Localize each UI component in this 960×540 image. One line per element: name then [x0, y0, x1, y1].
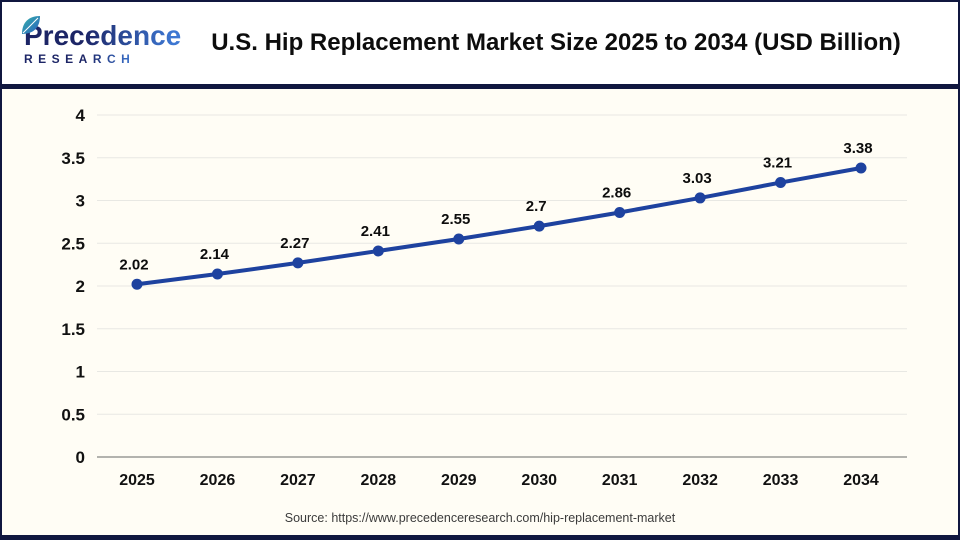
x-tick-label: 2028 — [361, 472, 397, 489]
y-tick-label: 1.5 — [61, 320, 85, 339]
logo-wordmark: Precedence — [24, 19, 182, 51]
y-tick-label: 2.5 — [61, 234, 85, 253]
y-tick-label: 1 — [76, 363, 85, 382]
data-point-label: 2.41 — [361, 223, 390, 240]
data-point-label: 3.38 — [843, 140, 872, 157]
series-line — [135, 166, 863, 287]
x-tick-label: 2031 — [602, 472, 638, 489]
y-tick-label: 3 — [76, 192, 85, 211]
chart-canvas: 0 0.5 1 1.5 2 2.5 3 3.5 4 2025 2026 2027 2028 2029 203… — [61, 106, 907, 489]
title-wrap: U.S. Hip Replacement Market Size 2025 to… — [184, 29, 958, 57]
bottom-rule — [2, 535, 958, 538]
line-chart: 0 0.5 1 1.5 2 2.5 3 3.5 4 2025 2026 2027 2028 2029 203… — [2, 89, 958, 509]
data-point-label: 3.21 — [763, 155, 792, 172]
data-point-marker — [775, 177, 787, 189]
precedence-research-logo: Precedence RESEARCH — [22, 15, 184, 66]
x-tick-label: 2033 — [763, 472, 799, 489]
leaf-icon — [22, 15, 40, 34]
data-point-label: 3.03 — [683, 170, 712, 187]
x-tick-label: 2030 — [521, 472, 557, 489]
x-tick-label: 2034 — [843, 472, 879, 489]
data-point-marker — [855, 162, 867, 174]
data-point-label: 2.86 — [602, 184, 631, 201]
data-point-marker — [131, 278, 143, 290]
y-tick-label: 2 — [76, 277, 85, 296]
x-tick-label: 2029 — [441, 472, 477, 489]
data-point-marker — [211, 268, 223, 280]
data-point-label: 2.27 — [280, 235, 309, 252]
x-tick-label: 2027 — [280, 472, 316, 489]
x-tick-label: 2032 — [682, 472, 718, 489]
chart-title: U.S. Hip Replacement Market Size 2025 to… — [211, 29, 901, 56]
x-tick-label: 2026 — [200, 472, 236, 489]
x-tick-label: 2025 — [119, 472, 155, 489]
data-point-marker — [372, 245, 384, 257]
y-tick-label: 0.5 — [61, 405, 85, 424]
data-point-marker — [453, 233, 465, 245]
logo-subtitle: RESEARCH — [24, 51, 136, 66]
y-tick-label: 3.5 — [61, 149, 85, 168]
y-tick-label: 4 — [76, 106, 86, 125]
data-point-label: 2.14 — [200, 246, 230, 263]
data-point-label: 2.02 — [119, 256, 148, 273]
data-point-marker — [614, 206, 626, 218]
header: Precedence RESEARCH U.S. Hip Replacement… — [2, 2, 958, 84]
header-divider — [2, 84, 958, 89]
source-citation: Source: https://www.precedenceresearch.c… — [284, 511, 676, 525]
data-point-marker — [533, 220, 545, 232]
data-point-label: 2.55 — [441, 211, 470, 228]
y-tick-label: 0 — [76, 448, 85, 467]
data-point-marker — [694, 192, 706, 204]
data-point-marker — [292, 257, 304, 269]
data-point-label: 2.7 — [526, 198, 547, 215]
